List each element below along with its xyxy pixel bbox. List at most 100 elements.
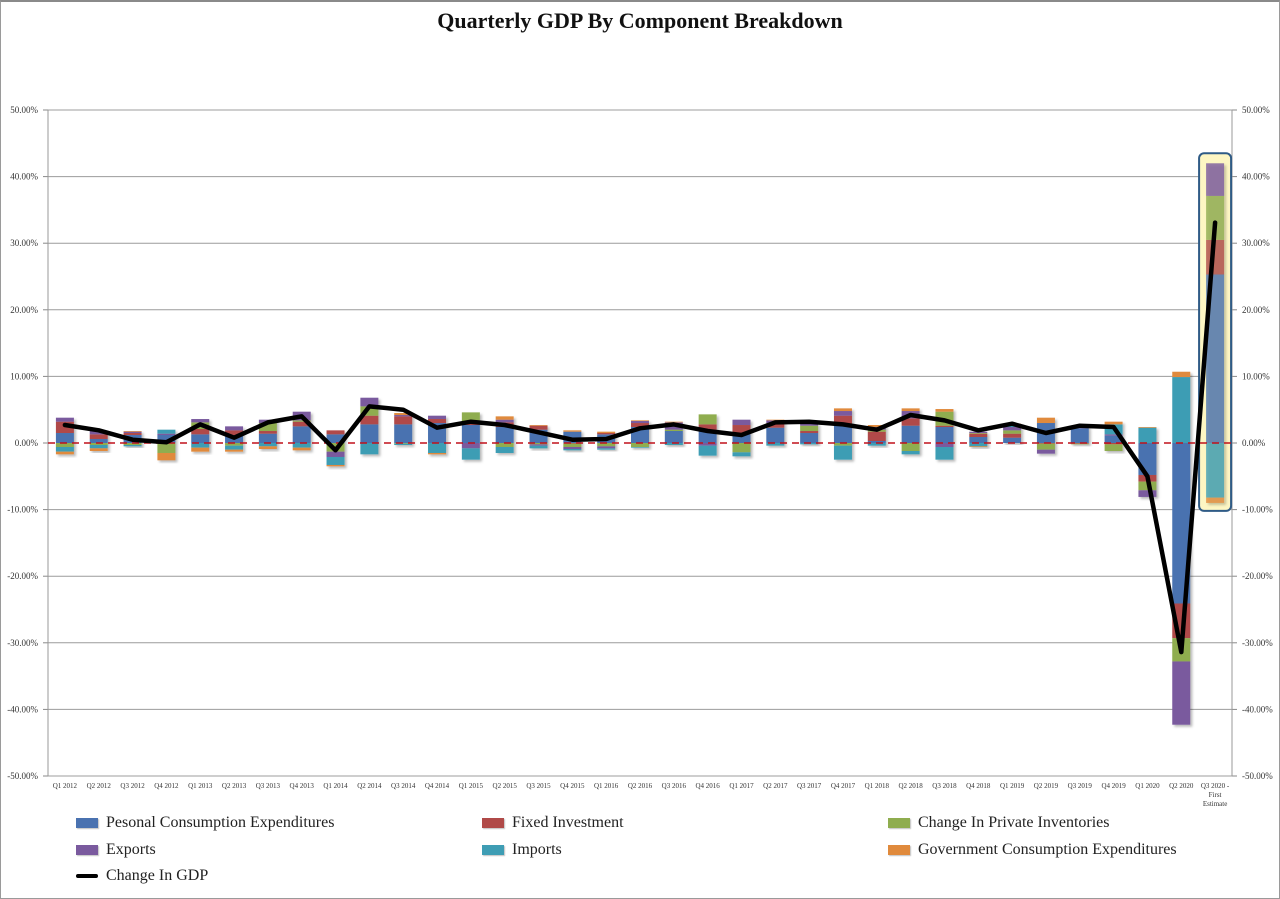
bar-segment-pesonal-consumption-expenditures [935, 427, 953, 443]
bar-stack [530, 425, 548, 448]
bar-segment-change-in-private-inventories [1105, 444, 1123, 451]
x-tick-label-line: Q4 2015 [560, 782, 585, 790]
bar-segment-imports [1206, 443, 1224, 498]
bar-segment-pesonal-consumption-expenditures [496, 427, 514, 443]
x-tick-label: Q3 2017 [797, 782, 822, 790]
bar-segment-government-consumption-expenditures [902, 408, 920, 411]
y-tick-label-left: -20.00% [7, 571, 38, 581]
x-tick-label-line: Q3 2020 - [1201, 782, 1230, 790]
bar-segment-government-consumption-expenditures [1138, 427, 1156, 428]
bar-segment-change-in-private-inventories [699, 414, 717, 424]
x-tick-label: Q4 2018 [966, 782, 991, 790]
x-tick-label-line: Q2 2020 [1169, 782, 1194, 790]
bar-segment-imports [834, 446, 852, 460]
x-tick-label-line: Q3 2018 [932, 782, 957, 790]
bar-segment-fixed-investment [394, 416, 412, 424]
bar-segment-change-in-private-inventories [665, 430, 683, 431]
bar-segment-government-consumption-expenditures [1037, 418, 1055, 423]
bar-segment-exports [1037, 450, 1055, 454]
bar-segment-government-consumption-expenditures [935, 409, 953, 412]
bar-segment-imports [124, 445, 142, 446]
bar-segment-exports [530, 444, 548, 445]
x-tick-label-line: Q2 2015 [493, 782, 518, 790]
bar-segment-pesonal-consumption-expenditures [902, 426, 920, 443]
x-tick-label-line: Q4 2018 [966, 782, 991, 790]
y-tick-label-left: -10.00% [7, 505, 38, 515]
bar-segment-exports [496, 420, 514, 423]
bar-stack [800, 423, 818, 444]
bar-segment-imports [428, 443, 446, 453]
bar-segment-exports [732, 420, 750, 425]
bar-segment-imports [360, 443, 378, 454]
x-tick-label: Q2 2012 [87, 782, 112, 790]
bar-stack [834, 408, 852, 459]
legend-item-fixed-investment: Fixed Investment [482, 814, 624, 832]
bar-stack [732, 420, 750, 457]
bar-segment-government-consumption-expenditures [1206, 498, 1224, 503]
x-tick-label: Q3 2015 [526, 782, 551, 790]
x-tick-label-line: Q3 2017 [797, 782, 822, 790]
y-tick-label-right: 0.00% [1242, 438, 1266, 448]
x-tick-label-line: Q3 2014 [391, 782, 416, 790]
x-tick-label: Q2 2013 [222, 782, 247, 790]
bar-segment-imports [563, 449, 581, 450]
bar-segment-exports [56, 418, 74, 422]
x-tick-label: Q2 2015 [493, 782, 518, 790]
bar-segment-pesonal-consumption-expenditures [800, 433, 818, 443]
bar-segment-imports [699, 446, 717, 456]
x-tick-label: Q2 2016 [628, 782, 653, 790]
x-tick-label: Q1 2018 [865, 782, 890, 790]
bar-segment-government-consumption-expenditures [124, 431, 142, 432]
bar-segment-imports [902, 451, 920, 454]
y-tick-label-left: -30.00% [7, 638, 38, 648]
tick-labels: 50.00%50.00%40.00%40.00%30.00%30.00%20.0… [7, 105, 1273, 808]
x-tick-label-line: Q2 2016 [628, 782, 653, 790]
bar-segment-government-consumption-expenditures [428, 453, 446, 454]
bar-segment-government-consumption-expenditures [259, 446, 277, 449]
bar-segment-exports [1206, 163, 1224, 196]
bar-segment-government-consumption-expenditures [597, 432, 615, 433]
x-tick-label: Q4 2015 [560, 782, 585, 790]
bar-segment-government-consumption-expenditures [496, 416, 514, 419]
x-tick-label: Q4 2013 [290, 782, 315, 790]
legend-label: Exports [106, 841, 156, 859]
bar-segment-exports [834, 411, 852, 416]
legend-label: Change In GDP [106, 867, 208, 885]
bar-segment-change-in-private-inventories [969, 433, 987, 434]
bar-segment-pesonal-consumption-expenditures [259, 434, 277, 443]
bar-stack [1206, 163, 1224, 503]
bar-segment-imports [631, 447, 649, 448]
bar-segment-pesonal-consumption-expenditures [56, 433, 74, 443]
bar-segment-exports [225, 426, 243, 430]
bar-segment-change-in-private-inventories [1037, 444, 1055, 450]
legend-item-gdp: Change In GDP [76, 867, 208, 885]
x-tick-label-line: Q2 2014 [357, 782, 382, 790]
bar-segment-imports [462, 448, 480, 459]
y-tick-label-left: 10.00% [10, 371, 38, 381]
x-tick-label-line: Q1 2012 [53, 782, 78, 790]
x-tick-label: Q2 2020 [1169, 782, 1194, 790]
bar-segment-government-consumption-expenditures [56, 452, 74, 455]
bar-segment-exports [1172, 661, 1190, 724]
y-tick-label-left: 0.00% [15, 438, 39, 448]
x-tick-label-line: Q4 2013 [290, 782, 315, 790]
legend-label: Pesonal Consumption Expenditures [106, 814, 334, 832]
x-tick-label-line: Q3 2013 [256, 782, 281, 790]
legend-swatch-pce [76, 818, 98, 828]
bar-segment-imports [732, 452, 750, 456]
legend-swatch-government [888, 845, 910, 855]
bar-segment-fixed-investment [259, 431, 277, 434]
x-tick-label-line: Q3 2016 [662, 782, 687, 790]
bar-segment-fixed-investment [935, 426, 953, 427]
bar-segment-government-consumption-expenditures [191, 448, 209, 452]
bar-segment-government-consumption-expenditures [90, 448, 108, 451]
bar-segment-government-consumption-expenditures [834, 408, 852, 411]
bar-segment-government-consumption-expenditures [1105, 422, 1123, 425]
x-tick-label: Q3 2016 [662, 782, 687, 790]
x-tick-label: Q4 2016 [696, 782, 721, 790]
y-tick-label-right: -40.00% [1242, 704, 1273, 714]
bar-segment-fixed-investment [1003, 434, 1021, 438]
bar-stack [157, 430, 175, 461]
bar-segment-pesonal-consumption-expenditures [665, 431, 683, 443]
